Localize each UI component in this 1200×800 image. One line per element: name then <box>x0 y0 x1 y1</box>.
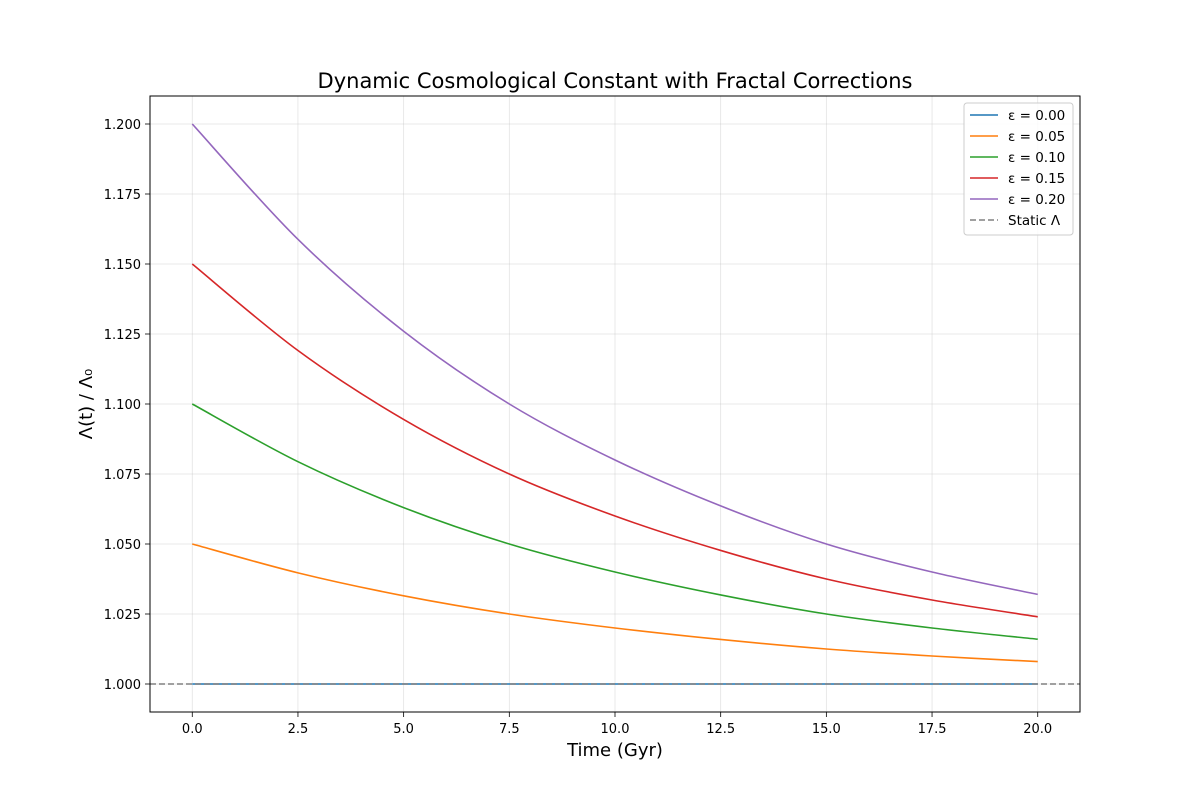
y-tick-label: 1.200 <box>104 118 141 133</box>
plot-lines <box>150 123 1080 685</box>
y-tick-label: 1.025 <box>104 608 141 623</box>
series-line-4 <box>191 123 1038 596</box>
legend-label: ε = 0.20 <box>1008 192 1065 208</box>
x-tick-label: 12.5 <box>706 722 735 737</box>
y-tick-label: 1.175 <box>104 188 141 203</box>
y-tick-label: 1.050 <box>104 538 141 553</box>
x-tick-label: 15.0 <box>812 722 841 737</box>
chart-title: Dynamic Cosmological Constant with Fract… <box>318 69 913 93</box>
legend-label: ε = 0.00 <box>1008 108 1065 124</box>
y-tick-label: 1.125 <box>104 328 141 343</box>
legend-label: ε = 0.05 <box>1008 129 1065 145</box>
x-tick-label: 20.0 <box>1023 722 1052 737</box>
x-tick-label: 7.5 <box>499 722 520 737</box>
y-axis: 1.000 1.025 1.050 1.075 1.100 1.125 1.150 1.175… <box>104 118 150 693</box>
x-tick-label: 2.5 <box>288 722 309 737</box>
y-tick-label: 1.100 <box>104 398 141 413</box>
x-tick-label: 17.5 <box>918 722 947 737</box>
y-axis-label: Λ(t) / Λ₀ <box>76 369 97 439</box>
series-line-3 <box>191 263 1038 618</box>
legend: ε = 0.00 ε = 0.05 ε = 0.10 ε = 0.15 ε = 0.20… <box>963 102 1074 236</box>
series-line-1 <box>192 543 1038 663</box>
x-axis: 0.0 2.5 5.0 7.5 10.0 12.5 15.0 17.5 20.0 <box>182 712 1052 737</box>
y-tick-label: 1.075 <box>104 468 141 483</box>
y-tick-label: 1.150 <box>104 258 141 273</box>
series-line-2 <box>191 403 1038 640</box>
x-tick-label: 10.0 <box>601 722 630 737</box>
y-tick-label: 1.000 <box>104 678 141 693</box>
legend-label: ε = 0.10 <box>1008 150 1065 166</box>
x-tick-label: 5.0 <box>393 722 414 737</box>
legend-label: Static Λ <box>1008 213 1061 229</box>
x-axis-label: Time (Gyr) <box>566 740 663 761</box>
x-tick-label: 0.0 <box>182 722 203 737</box>
legend-label: ε = 0.15 <box>1008 171 1065 187</box>
